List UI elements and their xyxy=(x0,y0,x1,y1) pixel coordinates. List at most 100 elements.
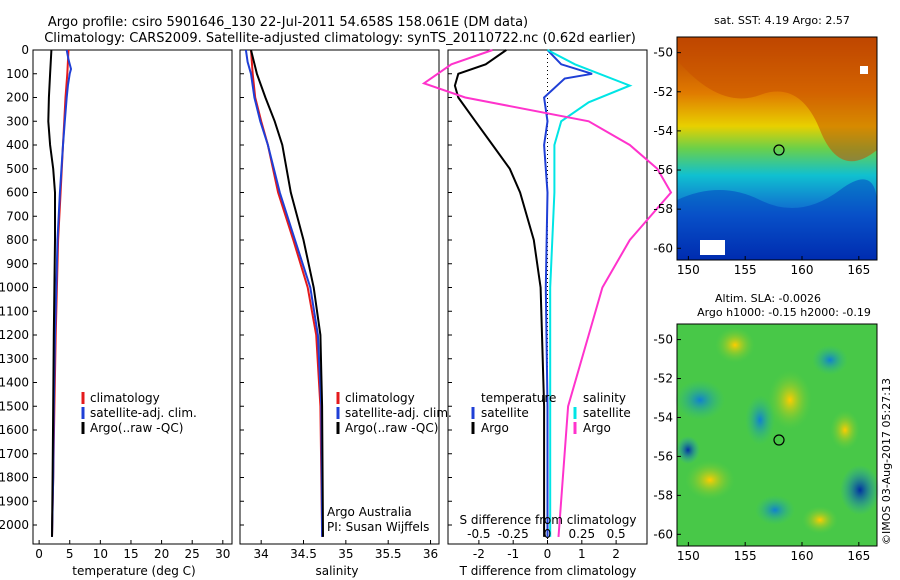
sst-map xyxy=(676,36,878,261)
temp-legend-sat: satellite-adj. clim. xyxy=(90,406,197,420)
s-tick-label: -0.25 xyxy=(498,527,529,541)
map-y-tick-label: -52 xyxy=(653,85,673,99)
y-tick-label: 100 xyxy=(6,67,29,81)
y-tick-label: 1000 xyxy=(0,281,29,295)
temp-legend-clim: climatology xyxy=(90,391,160,405)
map-x-tick-label: 160 xyxy=(791,263,814,277)
series-s-argo xyxy=(421,49,673,537)
y-tick-label: 1700 xyxy=(0,447,29,461)
diff-legend-targo: Argo xyxy=(481,421,509,435)
sal-xlabel: salinity xyxy=(315,564,358,578)
sla-map-title: Altim. SLA: -0.0026 xyxy=(715,292,821,305)
x-tick-label: 34.5 xyxy=(290,547,317,561)
map-x-tick-label: 150 xyxy=(677,263,700,277)
map-x-tick-label: 155 xyxy=(734,263,757,277)
temp-legend: climatology satellite-adj. clim. Argo(..… xyxy=(81,391,197,435)
y-tick-label: 1200 xyxy=(0,328,29,342)
y-tick-label: 600 xyxy=(6,186,29,200)
series-t-satellite xyxy=(543,49,593,537)
map-y-tick-label: -54 xyxy=(653,410,673,424)
diff-legend-sal-header: salinity xyxy=(583,391,626,405)
sal-legend-clim: climatology xyxy=(345,391,415,405)
temperature-plot: 0 5 10 15 20 25 300100200300400500600700800900… xyxy=(0,43,230,561)
salinity-plot: 34 34.5 35 35.5 36 xyxy=(240,49,438,561)
x-tick-label: 34 xyxy=(254,547,269,561)
x-tick-label: 20 xyxy=(154,547,169,561)
series-argo-raw-qc- xyxy=(47,49,56,537)
sla-map-subtitle: Argo h1000: -0.15 h2000: -0.19 xyxy=(697,306,871,319)
s-tick-label: 0 xyxy=(544,527,552,541)
sla-argo-marker xyxy=(773,434,785,446)
series-climatology xyxy=(250,49,324,537)
y-tick-label: 2000 xyxy=(0,518,29,532)
y-tick-label: 300 xyxy=(6,114,29,128)
x-tick-label: 35 xyxy=(338,547,353,561)
difference-plot: -2 -1 0 1 2 -0.5 -0.25 0 0.25 0.5 xyxy=(421,49,673,561)
diff-legend-tsat: satellite xyxy=(481,406,529,420)
map-x-tick-label: 160 xyxy=(791,549,814,563)
series-argo-raw-qc- xyxy=(250,49,324,537)
sst-argo-marker xyxy=(773,144,785,156)
series-satellite-adj-clim- xyxy=(244,49,324,537)
y-tick-label: 200 xyxy=(6,91,29,105)
x-tick-label: 25 xyxy=(185,547,200,561)
diff-legend: temperature salinity satellite Argo sate… xyxy=(471,391,631,435)
x-tick-label: -1 xyxy=(507,547,519,561)
x-tick-label: 5 xyxy=(66,547,74,561)
sla-map xyxy=(675,323,880,547)
x-tick-label: 2 xyxy=(612,547,620,561)
map-y-tick-label: -50 xyxy=(653,333,673,347)
map-x-tick-label: 165 xyxy=(847,549,870,563)
x-tick-label: -2 xyxy=(473,547,485,561)
map-y-tick-label: -58 xyxy=(653,202,673,216)
diff-legend-temp-header: temperature xyxy=(481,391,556,405)
map-y-tick-label: -56 xyxy=(653,449,673,463)
temperature-panel xyxy=(32,49,233,545)
y-tick-label: 1600 xyxy=(0,423,29,437)
diff-xlabel: T difference from climatology xyxy=(459,564,637,578)
y-tick-label: 1500 xyxy=(0,399,29,413)
sst-map-title: sat. SST: 4.19 Argo: 2.57 xyxy=(714,14,850,27)
x-tick-label: 15 xyxy=(123,547,138,561)
y-tick-label: 1100 xyxy=(0,304,29,318)
y-tick-label: 900 xyxy=(6,257,29,271)
y-tick-label: 1400 xyxy=(0,376,29,390)
map-y-tick-label: -60 xyxy=(653,527,673,541)
s-tick-label: -0.5 xyxy=(467,527,490,541)
series-t-argo xyxy=(453,49,546,537)
copyright-label: ©IMOS 03-Aug-2017 05:27:13 xyxy=(880,378,893,545)
diff-xlabel-top: S difference from climatology xyxy=(460,513,637,527)
y-tick-label: 800 xyxy=(6,233,29,247)
x-tick-label: 1 xyxy=(578,547,586,561)
map-y-tick-label: -60 xyxy=(653,241,673,255)
sal-annotation-2: PI: Susan Wijffels xyxy=(327,520,429,534)
s-tick-label: 0.25 xyxy=(568,527,595,541)
sal-legend-sat: satellite-adj. clim. xyxy=(345,406,452,420)
x-tick-label: 0 xyxy=(544,547,552,561)
sal-legend: climatology satellite-adj. clim. Argo(..… xyxy=(327,391,452,534)
map-x-tick-label: 150 xyxy=(677,549,700,563)
diff-legend-sargo: Argo xyxy=(583,421,611,435)
map-x-tick-label: 155 xyxy=(734,549,757,563)
y-tick-label: 0 xyxy=(21,43,29,57)
map-y-tick-label: -52 xyxy=(653,372,673,386)
title-line1: Argo profile: csiro 5901646_130 22-Jul-2… xyxy=(48,15,528,30)
x-tick-label: 35.5 xyxy=(375,547,402,561)
x-tick-label: 36 xyxy=(423,547,438,561)
series-s-satellite xyxy=(547,49,633,537)
sla-map-axes: 150 155 160 165 -50 -52 -54 -56 -58 -60 xyxy=(653,333,870,563)
y-tick-label: 500 xyxy=(6,162,29,176)
x-tick-label: 10 xyxy=(93,547,108,561)
y-tick-label: 1800 xyxy=(0,471,29,485)
s-tick-label: 0.5 xyxy=(607,527,626,541)
y-tick-label: 700 xyxy=(6,209,29,223)
map-y-tick-label: -50 xyxy=(653,46,673,60)
y-tick-label: 1300 xyxy=(0,352,29,366)
salinity-panel xyxy=(239,49,440,545)
x-tick-label: 0 xyxy=(35,547,43,561)
temp-xlabel: temperature (deg C) xyxy=(72,564,195,578)
y-tick-label: 400 xyxy=(6,138,29,152)
map-y-tick-label: -58 xyxy=(653,488,673,502)
sal-legend-argo: Argo(..raw -QC) xyxy=(345,421,438,435)
